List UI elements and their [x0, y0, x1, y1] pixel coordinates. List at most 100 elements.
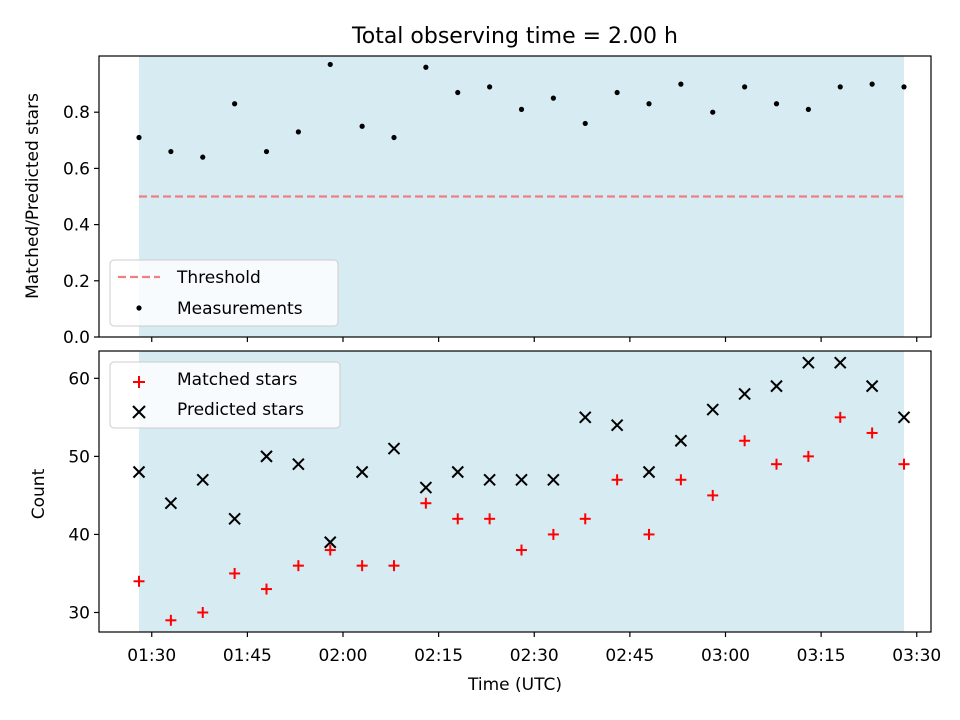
- matched-star-point: [133, 575, 145, 587]
- matched-star-point: [452, 513, 464, 525]
- bottom-y-ticks: 30 40 50 60: [68, 369, 99, 623]
- matched-star-point: [643, 528, 655, 540]
- measurement-point: [614, 89, 620, 96]
- matched-star-point: [229, 567, 241, 579]
- measurement-points: [136, 61, 907, 160]
- predicted-star-point: [292, 457, 305, 471]
- x-tick-label: 03:30: [892, 646, 941, 666]
- top-y-tick-label: 0.6: [63, 159, 90, 179]
- predicted-star-point: [483, 473, 496, 486]
- matched-star-point: [165, 614, 177, 626]
- top-axes-frame: [98, 55, 932, 338]
- predicted-star-point: [419, 481, 433, 494]
- measurement-point: [327, 61, 333, 68]
- matched-star-point: [388, 560, 400, 572]
- predicted-star-point: [196, 473, 209, 486]
- bottom-x-ticks: 01:30 01:45 02:00 02:15 02:30 02:45 03:00 03:15…: [127, 632, 941, 666]
- top-y-ticks: 0.0 0.2 0.4 0.6 0.8: [63, 103, 99, 348]
- measurement-point: [295, 129, 301, 135]
- x-tick-label: 02:00: [319, 646, 368, 666]
- legend-predicted-swatch: [132, 405, 146, 419]
- x-tick-label: 01:30: [127, 646, 176, 666]
- matched-star-point: [834, 411, 846, 423]
- top-y-axis-label: Matched/Predicted stars: [23, 93, 43, 299]
- matched-star-point: [675, 474, 687, 486]
- bottom-axes-frame: [98, 350, 932, 633]
- predicted-star-point: [228, 512, 241, 526]
- legend-measurements-label: Measurements: [177, 299, 303, 319]
- measurement-point: [391, 134, 397, 141]
- measurement-point: [136, 134, 142, 141]
- bottom-y-tick-label: 60: [68, 369, 90, 389]
- predicted-stars-points: [132, 356, 911, 549]
- measurement-point: [678, 81, 684, 87]
- measurement-point: [487, 84, 493, 90]
- x-tick-label: 01:45: [223, 646, 272, 666]
- predicted-star-point: [547, 473, 560, 486]
- bottom-legend: Matched stars Predicted stars: [109, 361, 341, 429]
- top-panel: 0.00.20.40.60.8 Matched/Predicted stars …: [23, 55, 932, 348]
- predicted-star-point: [515, 473, 528, 486]
- predicted-star-point: [802, 356, 815, 369]
- matched-star-point: [516, 544, 527, 556]
- measurement-point: [837, 84, 843, 90]
- measurement-point: [742, 84, 748, 90]
- predicted-star-point: [706, 403, 719, 416]
- predicted-star-point: [897, 411, 911, 424]
- bottom-y-tick-label: 30: [68, 603, 90, 623]
- matched-star-point: [802, 450, 814, 462]
- x-axis-label: Time (UTC): [467, 675, 562, 695]
- top-legend: Threshold Measurements: [109, 259, 339, 327]
- measurement-point: [869, 81, 875, 87]
- matched-stars-points: [133, 411, 910, 626]
- x-tick-label: 02:30: [510, 646, 559, 666]
- matched-star-point: [771, 458, 782, 470]
- matched-star-point: [292, 560, 304, 572]
- matched-star-point: [866, 427, 878, 439]
- bottom-y-tick-label: 40: [68, 525, 90, 545]
- predicted-star-point: [579, 411, 592, 424]
- x-tick-label: 02:15: [414, 646, 463, 666]
- predicted-star-point: [164, 497, 178, 510]
- matched-star-point: [739, 435, 751, 447]
- x-tick-label: 03:00: [701, 646, 750, 666]
- predicted-star-point: [834, 356, 847, 369]
- measurement-point: [232, 101, 238, 107]
- chart-title: Total observing time = 2.00 h: [351, 24, 678, 49]
- measurement-point: [646, 101, 652, 107]
- predicted-star-point: [387, 442, 401, 455]
- predicted-star-point: [324, 536, 337, 549]
- matched-star-point: [579, 513, 591, 525]
- predicted-star-point: [674, 434, 688, 447]
- predicted-star-point: [260, 450, 273, 463]
- predicted-star-point: [451, 465, 464, 479]
- measurement-point: [168, 148, 174, 155]
- matched-star-point: [356, 560, 368, 572]
- legend-threshold-label: Threshold: [176, 268, 261, 288]
- top-legend-box: [109, 259, 339, 327]
- measurement-point: [805, 106, 811, 112]
- legend-matched-label: Matched stars: [177, 370, 297, 390]
- bottom-legend-box: [109, 361, 341, 429]
- measurement-point: [518, 106, 525, 112]
- top-x-ticks: [151, 337, 918, 342]
- top-y-tick-label: 0.4: [63, 216, 90, 236]
- measurement-point: [901, 84, 907, 90]
- measurement-point: [263, 148, 270, 155]
- measurement-point: [710, 109, 716, 115]
- matched-star-point: [707, 489, 719, 501]
- matched-star-point: [197, 606, 209, 618]
- matched-star-point: [261, 583, 272, 595]
- x-tick-label: 03:15: [797, 646, 846, 666]
- matched-star-point: [898, 458, 910, 470]
- measurement-point: [455, 89, 461, 96]
- measurement-point: [773, 101, 780, 107]
- predicted-star-point: [132, 465, 146, 479]
- predicted-star-point: [738, 387, 751, 401]
- predicted-star-point: [610, 418, 624, 432]
- measurement-point: [359, 123, 365, 129]
- matched-star-point: [420, 497, 432, 509]
- matched-star-point: [547, 528, 559, 540]
